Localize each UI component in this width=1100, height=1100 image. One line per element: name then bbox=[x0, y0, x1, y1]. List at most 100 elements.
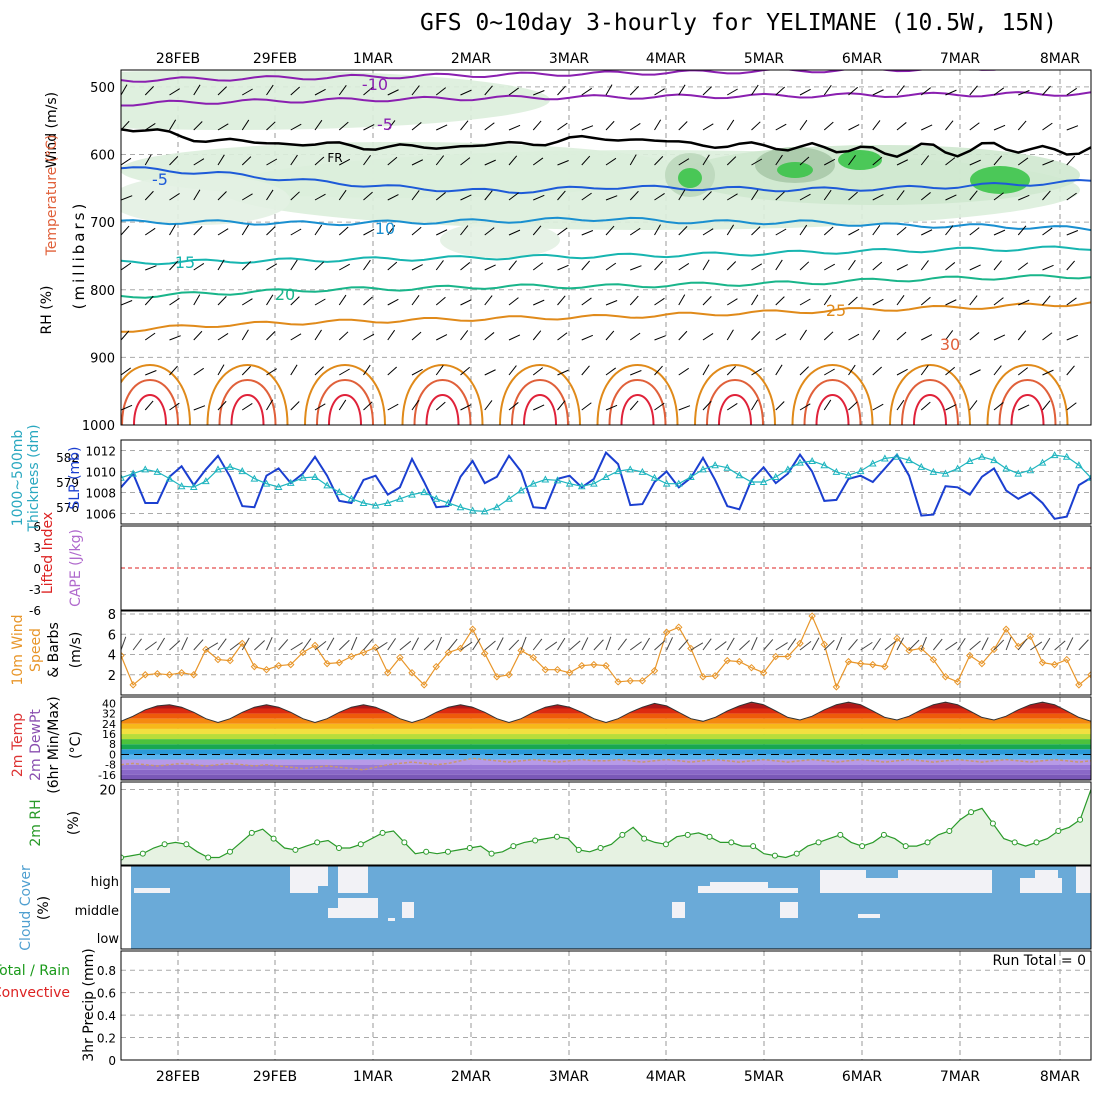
wind-barb bbox=[702, 400, 712, 411]
isotherm-line-2 bbox=[121, 128, 1091, 159]
temp-band-11 bbox=[121, 754, 1091, 760]
temp-band-5 bbox=[121, 723, 1091, 729]
thickness-marker bbox=[796, 458, 804, 466]
wind-barb bbox=[169, 260, 179, 271]
isotherm-line-4 bbox=[121, 216, 1091, 232]
wind-barb bbox=[799, 329, 807, 341]
temp-band-15 bbox=[121, 774, 1091, 780]
wind-barb bbox=[290, 296, 300, 306]
panel-frame-cloud bbox=[120, 865, 1092, 950]
wind-barb bbox=[629, 332, 641, 341]
cloud-clear-9 bbox=[698, 886, 710, 893]
wind-barb bbox=[1066, 365, 1075, 376]
wind-barb bbox=[314, 119, 323, 131]
wind10-ylabel-a: 10m Wind bbox=[10, 614, 26, 685]
thickness-marker bbox=[638, 467, 647, 475]
wind-barb bbox=[581, 155, 591, 166]
thickness-marker bbox=[602, 472, 610, 480]
wind-barb bbox=[1042, 264, 1054, 271]
tick-label-temp2m: -16 bbox=[98, 769, 116, 782]
temp-band-6 bbox=[121, 728, 1091, 735]
wind10-speed-marker bbox=[250, 662, 259, 671]
wind-barb bbox=[121, 120, 130, 131]
precip-ylabel-a: Total / Rain bbox=[0, 963, 70, 979]
wind-barb bbox=[460, 299, 472, 306]
wind-barb bbox=[121, 84, 128, 96]
thickness-marker bbox=[121, 473, 125, 481]
wind-barb bbox=[169, 224, 176, 236]
wind-barb bbox=[508, 260, 517, 271]
wind-barb bbox=[824, 158, 836, 166]
cloud-clear-7 bbox=[402, 902, 414, 918]
wind-barb bbox=[896, 264, 908, 271]
thickness-marker bbox=[784, 465, 792, 473]
thickness-marker bbox=[214, 465, 222, 473]
wind-barb bbox=[1018, 299, 1030, 306]
wind-barb bbox=[945, 366, 956, 376]
wind-barb bbox=[193, 294, 201, 306]
wind-barb bbox=[654, 193, 665, 201]
wind10-speed-marker bbox=[869, 660, 877, 669]
wind-barb bbox=[969, 190, 978, 201]
date-label-bottom: 6MAR bbox=[842, 1069, 883, 1085]
wind-barb bbox=[1018, 90, 1030, 96]
rh2m-marker bbox=[575, 846, 582, 853]
wind10-barb bbox=[763, 639, 774, 651]
wind-barb bbox=[605, 195, 618, 201]
wind-barb bbox=[945, 120, 954, 131]
thickness-marker bbox=[505, 494, 513, 502]
wind10-barb bbox=[496, 637, 504, 651]
wind10-speed-marker bbox=[565, 669, 574, 677]
tick-label-cloud: middle bbox=[75, 904, 119, 919]
wind10-barb bbox=[775, 642, 788, 651]
wind-barb bbox=[1066, 334, 1078, 341]
wind-barb bbox=[993, 192, 1004, 201]
wind10-speed-marker bbox=[517, 646, 525, 655]
thickness-marker bbox=[893, 452, 901, 460]
tick-label-slp: 1010 bbox=[85, 466, 116, 480]
wind-barb bbox=[314, 329, 322, 341]
wind-barb bbox=[290, 401, 300, 411]
rh2m-marker bbox=[946, 828, 953, 835]
thickness-marker bbox=[383, 498, 392, 506]
wind-barb bbox=[581, 230, 594, 236]
surface-warm-loop bbox=[913, 394, 947, 425]
wind-barb bbox=[144, 400, 154, 411]
panel-frame-slp bbox=[120, 439, 1092, 525]
cloud-clear-19 bbox=[858, 914, 880, 918]
wind-barb bbox=[387, 120, 396, 131]
wind10-barb bbox=[848, 638, 858, 651]
wind-barb bbox=[145, 265, 157, 271]
surface-warm-loop bbox=[718, 394, 752, 425]
wind-barb bbox=[702, 154, 710, 166]
wind10-speed-marker bbox=[578, 661, 586, 670]
wind-barb bbox=[193, 158, 205, 166]
wind-barb bbox=[605, 157, 617, 166]
wind-barb bbox=[387, 298, 399, 306]
wind-barb bbox=[533, 90, 545, 96]
isotherm-label: 30 bbox=[940, 335, 960, 354]
slp-panel bbox=[121, 450, 1091, 520]
date-label-bottom: 3MAR bbox=[549, 1069, 590, 1085]
wind-barb bbox=[629, 190, 639, 201]
rh2m-marker bbox=[183, 841, 190, 848]
tick-label-precip: 0.4 bbox=[97, 1009, 116, 1023]
surface-warm-loop bbox=[986, 364, 1069, 425]
temp2m-ylabel-d: (°C) bbox=[68, 731, 84, 759]
wind10-barb bbox=[411, 637, 420, 651]
wind-barb bbox=[799, 193, 811, 201]
wind10-speed-marker bbox=[917, 644, 925, 653]
wind-barb bbox=[193, 121, 203, 131]
wind10-barb bbox=[532, 638, 543, 651]
wind-barb bbox=[581, 365, 590, 376]
wind-barb bbox=[266, 121, 276, 131]
cloud-clear-12 bbox=[780, 902, 798, 918]
tick-label-cape: 3 bbox=[33, 541, 41, 555]
wind10-speed-marker bbox=[274, 661, 283, 670]
thickness-marker bbox=[335, 488, 344, 496]
thickness-marker bbox=[480, 507, 489, 515]
wind10-barb bbox=[739, 640, 750, 651]
thickness-marker bbox=[614, 467, 622, 475]
wind-barb bbox=[144, 154, 152, 166]
wind-barb bbox=[241, 119, 250, 131]
